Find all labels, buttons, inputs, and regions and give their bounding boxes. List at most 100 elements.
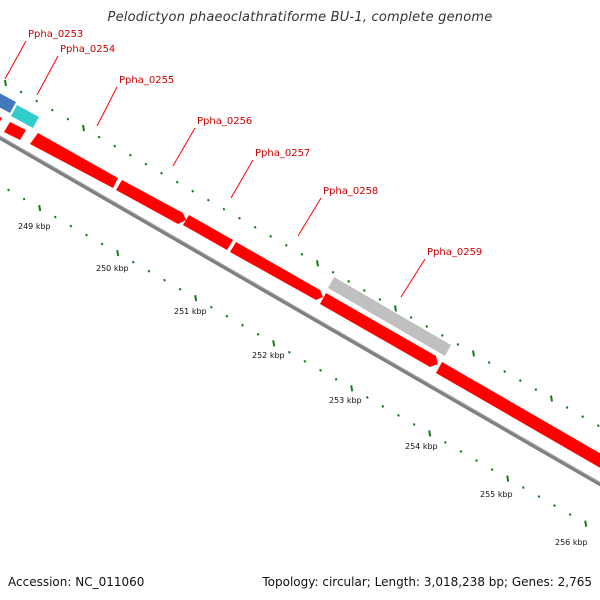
gene-label[interactable]: Ppha_0256 [197,116,252,127]
tick-mark [97,135,101,139]
ruler-tick [22,197,26,201]
ruler-tick [397,413,400,417]
gene-arrow[interactable] [320,293,438,367]
kbp-label: 249 kbp [18,222,51,231]
kbp-label: 252 kbp [252,351,285,360]
ruler-tick [241,323,244,327]
gene-leader-line [172,127,196,167]
gene-labels: Ppha_0253 Ppha_0254 Ppha_0255 Ppha_0256 Ppha… [28,29,482,258]
tick-mark [518,379,522,383]
gene-arrow[interactable] [30,133,118,188]
gene-arrow[interactable] [0,111,2,132]
ruler-tick [443,441,447,444]
gene-arrow[interactable] [183,215,233,250]
tick-mark [347,279,351,283]
gene-box[interactable] [328,277,451,356]
ruler-tick [163,278,166,282]
ruler-tick [568,513,572,517]
ruler-tick [53,215,57,219]
ruler-tick [100,242,104,246]
ruler-tick [334,377,338,381]
gene-arrow[interactable] [116,180,186,224]
genome-summary: Topology: circular; Length: 3,018,238 bp… [262,575,592,589]
gene-label[interactable]: Ppha_0255 [119,75,174,86]
ruler-tick [178,287,182,291]
kbp-label: 253 kbp [329,396,362,405]
ruler-tick [475,459,478,462]
tick-mark [4,79,7,87]
tick-mark [425,325,429,328]
tick-mark [66,117,70,121]
ruler-tick [381,404,385,408]
ruler-tick [272,340,276,347]
ruler-tick [131,260,135,264]
tick-mark [581,415,585,419]
ruler-tick [85,233,88,237]
kbp-label: 251 kbp [174,307,207,316]
ruler-tick [319,368,322,372]
tick-mark [82,124,85,132]
map-title: Pelodictyon phaeoclathratiforme BU-1, co… [107,10,493,25]
gene-arrow[interactable] [436,362,600,470]
tick-mark [487,361,491,364]
ruler-tick [7,188,10,192]
tick-mark [175,180,179,184]
ruler-tick [365,395,369,399]
gene-arrow[interactable] [230,242,323,300]
backbone-line [0,135,600,487]
ruler-tick [209,305,213,309]
tick-mark [331,270,335,274]
tick-mark [284,243,288,247]
tick-mark [550,395,553,402]
tick-mark [206,198,210,202]
tick-mark [440,334,444,337]
tick-mark [316,260,319,267]
tick-mark [19,90,23,94]
gene-arrow[interactable] [4,122,26,140]
gene-label[interactable]: Ppha_0257 [255,148,310,159]
gene-label[interactable]: Ppha_0253 [28,29,83,40]
tick-mark [300,252,304,256]
gene-label[interactable]: Ppha_0258 [323,186,378,197]
gene-label[interactable]: Ppha_0259 [427,247,482,258]
tick-mark [113,144,117,148]
ruler-tick [412,422,416,426]
gene-leader-line [230,159,254,199]
ruler-tick [147,269,151,273]
tick-mark [456,343,460,346]
tick-mark [35,99,39,103]
kbp-labels: 249 kbp 250 kbp 251 kbp 252 kbp 253 kbp 254 k… [18,222,588,547]
ruler-tick [350,385,354,392]
ruler-tick [225,314,229,318]
ruler-tick [303,359,307,363]
tick-mark [565,406,569,410]
tick-mark [394,305,397,312]
tick-mark [191,189,195,193]
tick-mark [269,234,273,238]
ruler-tick [537,495,541,499]
ruler-tick [428,430,432,437]
ruler-tick [287,350,291,354]
ruler-tick [194,295,198,302]
tick-mark [253,225,257,229]
tick-mark [160,171,163,175]
ruler-tick [584,520,588,527]
gene-box[interactable] [11,105,39,128]
gene-label[interactable]: Ppha_0254 [60,44,115,55]
ruler-tick [69,224,73,228]
gene-leader-line [297,197,322,237]
tick-mark [128,153,132,157]
gene-box[interactable] [0,88,16,113]
tick-mark [409,315,413,319]
gene-leader-line [96,86,118,127]
tick-mark [378,297,382,301]
backbone [0,135,600,487]
ruler-tick [116,249,120,257]
backbone-highlight [0,135,600,483]
accession-label: Accession: NC_011060 [8,575,145,589]
kbp-label: 250 kbp [96,264,129,273]
ruler-tick [506,475,510,482]
ruler-tick [38,204,42,212]
